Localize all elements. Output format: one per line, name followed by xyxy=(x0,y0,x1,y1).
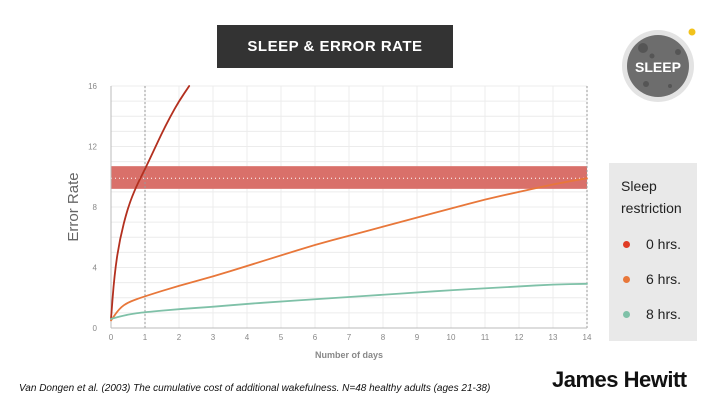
legend-label: 6 hrs. xyxy=(646,271,682,287)
x-tick-label: 11 xyxy=(481,333,490,342)
x-tick-label: 0 xyxy=(109,333,114,342)
legend-marker xyxy=(623,240,630,248)
x-tick-label: 7 xyxy=(347,333,352,342)
legend-item-0hrs: 0 hrs. xyxy=(623,236,681,252)
legend-marker xyxy=(623,310,630,318)
legend: Sleep restriction 0 hrs. 6 hrs. 8 hrs. xyxy=(609,163,697,341)
x-tick-label: 4 xyxy=(245,333,250,342)
y-tick-label: 12 xyxy=(88,143,97,152)
legend-item-6hrs: 6 hrs. xyxy=(623,271,681,287)
x-tick-label: 9 xyxy=(415,333,420,342)
x-tick-label: 14 xyxy=(583,333,592,342)
x-tick-label: 10 xyxy=(447,333,456,342)
moon-icon: SLEEP xyxy=(622,28,696,102)
legend-title: Sleep restriction xyxy=(621,178,682,216)
series-line-0hrs xyxy=(110,85,191,320)
y-tick-label: 8 xyxy=(93,203,98,212)
y-tick-label: 4 xyxy=(93,264,98,273)
y-tick-label: 0 xyxy=(93,324,98,333)
x-tick-label: 8 xyxy=(381,333,386,342)
series-line-6hrs xyxy=(110,177,588,322)
x-tick-label: 3 xyxy=(211,333,216,342)
chart-title-banner: SLEEP & ERROR RATE xyxy=(217,25,453,68)
brand-logo: James Hewitt xyxy=(552,367,687,392)
y-axis-label: Error Rate xyxy=(65,172,82,241)
citation: Van Dongen et al. (2003) The cumulative … xyxy=(19,383,491,394)
x-tick-label: 12 xyxy=(515,333,524,342)
chart-title: SLEEP & ERROR RATE xyxy=(247,38,423,55)
threshold-band xyxy=(111,166,587,189)
x-tick-label: 5 xyxy=(279,333,284,342)
x-axis-label: Number of days xyxy=(315,350,383,360)
x-tick-label: 1 xyxy=(143,333,148,342)
star-icon xyxy=(688,28,696,36)
legend-label: 0 hrs. xyxy=(646,236,682,252)
x-tick-label: 13 xyxy=(549,333,558,342)
x-tick-label: 2 xyxy=(177,333,182,342)
series-line-8hrs xyxy=(110,282,588,320)
badge-label: SLEEP xyxy=(635,59,681,75)
legend-marker xyxy=(623,275,630,283)
legend-label: 8 hrs. xyxy=(646,306,682,322)
legend-item-8hrs: 8 hrs. xyxy=(623,306,681,322)
y-tick-label: 16 xyxy=(88,82,97,91)
x-tick-label: 6 xyxy=(313,333,318,342)
